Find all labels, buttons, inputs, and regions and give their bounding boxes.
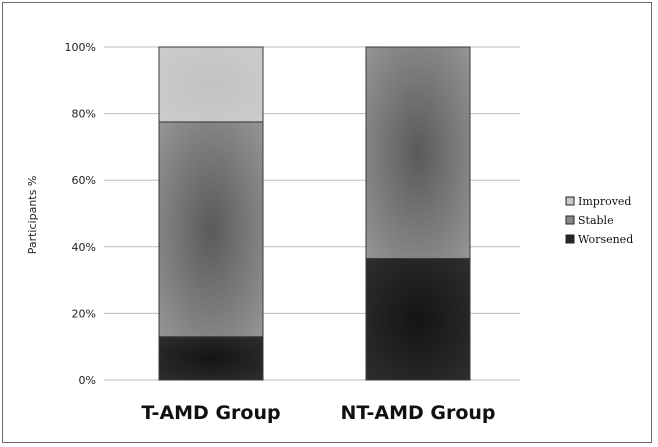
- x-category-label: NT-AMD Group: [340, 402, 495, 424]
- bars: [158, 46, 471, 381]
- y-tick-label: 20%: [72, 307, 96, 320]
- bar-improved-1: [158, 46, 264, 123]
- y-axis-label: Participants %: [26, 176, 39, 255]
- bar-stable-1: [158, 121, 264, 338]
- legend-swatch-stable: [565, 215, 575, 225]
- legend-label-stable: Stable: [578, 214, 614, 227]
- legend-swatch-worsened: [565, 234, 575, 244]
- legend-swatch-improved: [565, 196, 575, 206]
- bar-worsened-2: [365, 257, 471, 381]
- legend-label-improved: Improved: [578, 195, 631, 208]
- y-tick-label: 60%: [72, 174, 96, 187]
- legend-label-worsened: Worsened: [578, 233, 633, 246]
- x-category-label: T-AMD Group: [141, 402, 280, 424]
- y-axis-ticks: 0% 20% 40% 60% 80% 100%: [65, 41, 96, 387]
- legend: Improved Stable Worsened: [565, 195, 633, 246]
- y-tick-label: 100%: [65, 41, 96, 54]
- bar-stable-2: [365, 46, 471, 259]
- y-tick-label: 80%: [72, 108, 96, 121]
- chart-frame: [2, 2, 652, 443]
- y-tick-label: 40%: [72, 241, 96, 254]
- bar-worsened-1: [158, 336, 264, 381]
- y-tick-label: 0%: [79, 374, 96, 387]
- x-axis-categories: T-AMD Group NT-AMD Group: [141, 402, 495, 424]
